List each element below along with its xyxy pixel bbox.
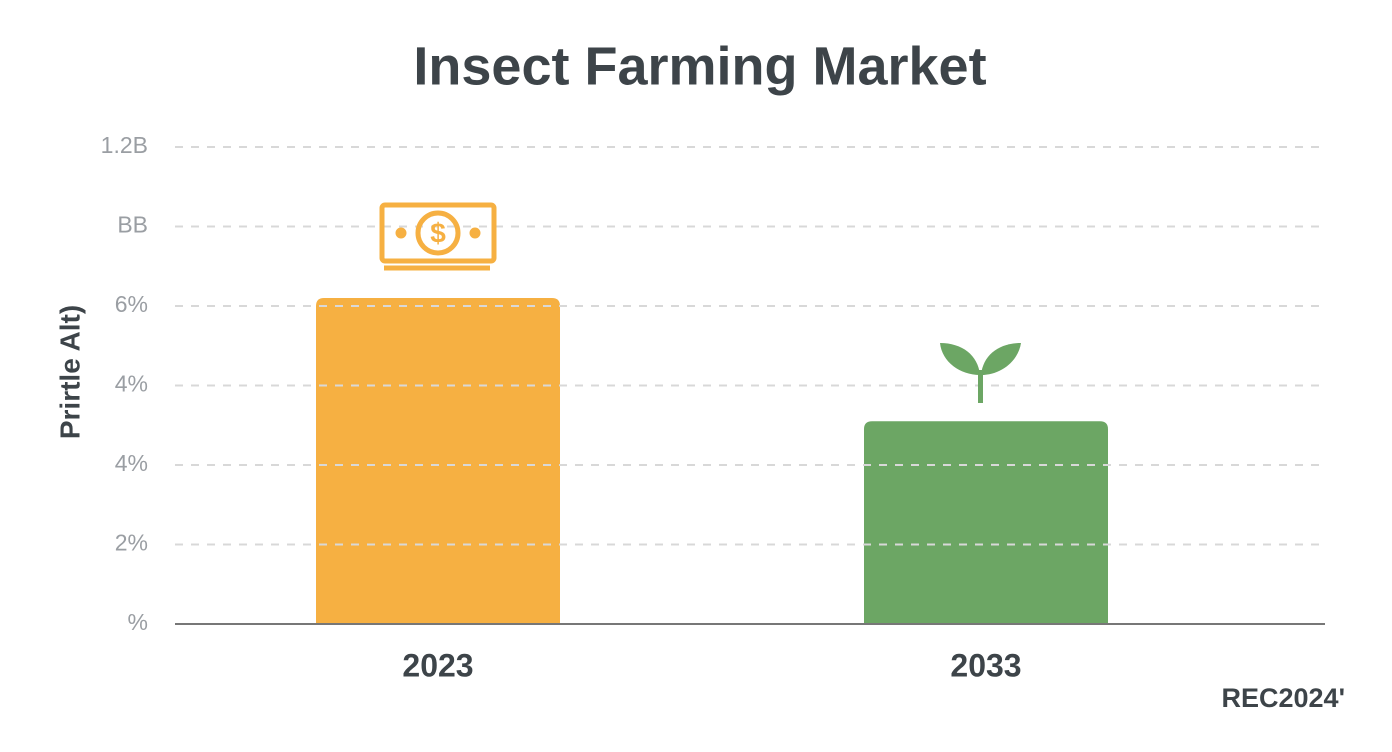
chart-title: Insect Farming Market [413,36,986,96]
y-tick-label: 2% [115,530,148,556]
bar [864,421,1108,624]
footer: REC2024' [1222,683,1346,713]
y-tick-label: 6% [115,291,148,317]
y-tick-label: BB [117,212,148,238]
y-tick-label: 1.2B [101,132,148,158]
y-tick-label: % [128,609,148,635]
sprout-icon [940,343,1021,403]
money-icon: $ [379,202,497,271]
bar [316,298,560,624]
x-tick-label: 2033 [950,647,1021,683]
svg-text:$: $ [430,217,446,248]
y-axis-label: Prirtle Alt) [54,305,85,439]
y-tick-label: 4% [115,450,148,476]
x-tick-label: 2023 [402,647,473,683]
y-tick-label: 4% [115,371,148,397]
